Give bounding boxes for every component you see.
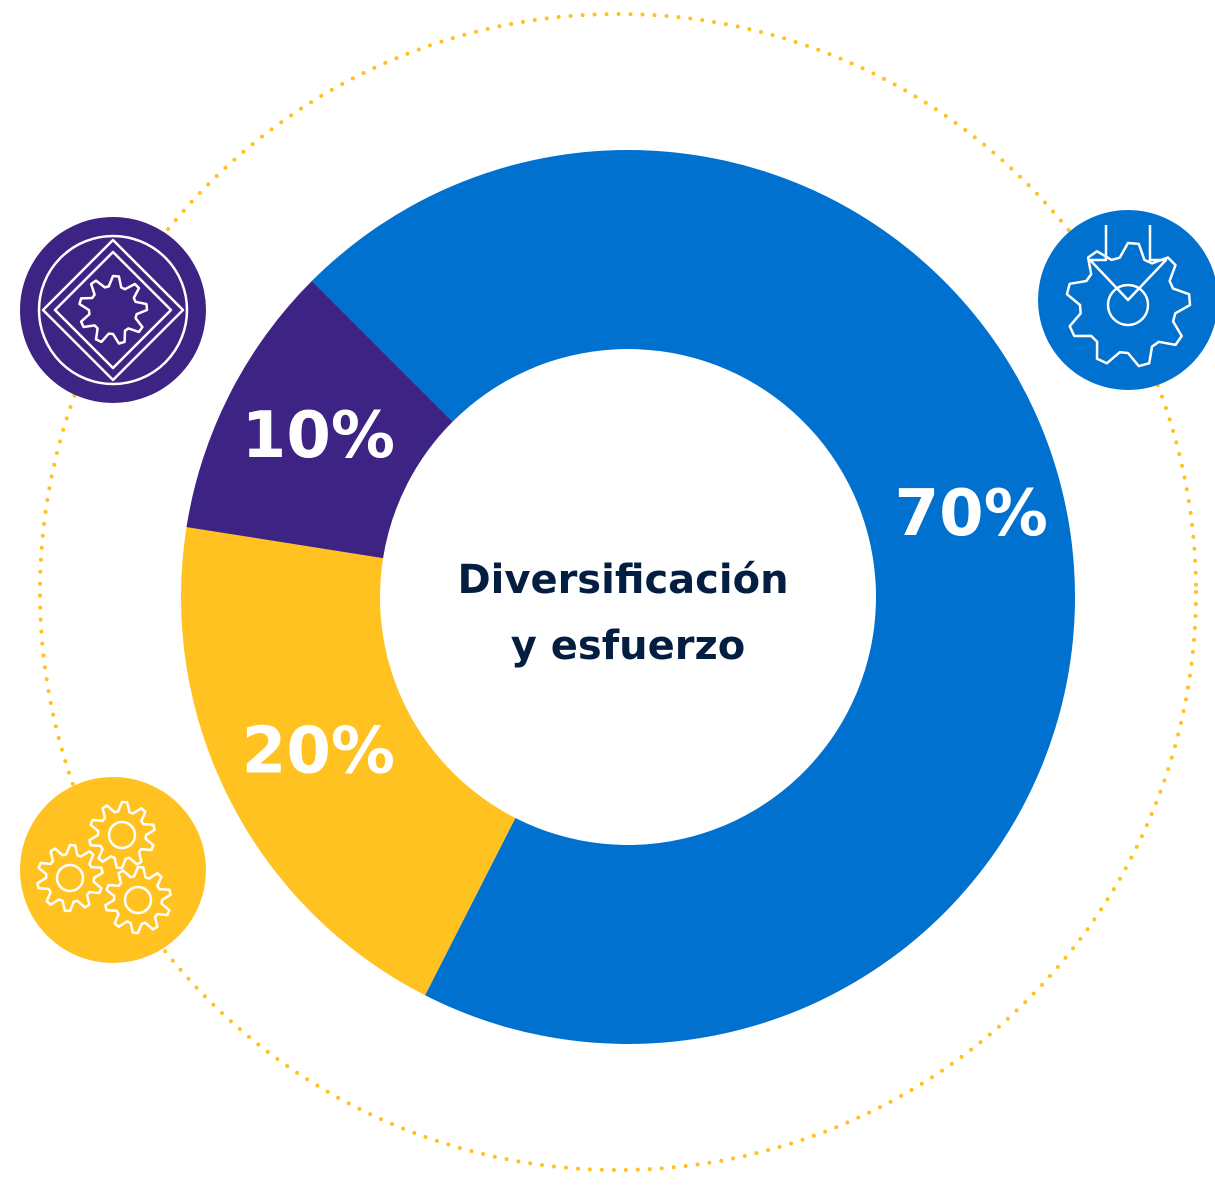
icon-gear-hole — [107, 820, 137, 850]
icon-gear — [78, 274, 149, 345]
value-label: 70% — [895, 477, 1048, 551]
icon-badge — [20, 217, 206, 403]
icon-badge — [20, 777, 206, 963]
icon-arrow — [1088, 225, 1168, 302]
gears — [36, 800, 172, 935]
center-label: Diversificación — [457, 557, 788, 603]
icon-gear — [1065, 241, 1192, 368]
icon-ring — [37, 234, 189, 386]
donut-segment — [180, 527, 516, 996]
icon-gear-hole — [55, 863, 85, 893]
donut — [180, 150, 1076, 1045]
donut-segment — [186, 280, 453, 559]
icon-gear — [36, 843, 104, 913]
donut-segment — [311, 150, 1076, 1045]
value-label: 10% — [242, 399, 395, 473]
center-label: y esfuerzo — [511, 623, 745, 669]
icon-diamond — [41, 238, 185, 382]
icon-gear — [88, 800, 156, 870]
icon-gear-hole — [123, 885, 153, 915]
dotted-ring — [38, 12, 1198, 1172]
icon-gear — [104, 865, 172, 935]
value-label: 20% — [242, 714, 395, 788]
icon-hub — [1106, 283, 1150, 327]
